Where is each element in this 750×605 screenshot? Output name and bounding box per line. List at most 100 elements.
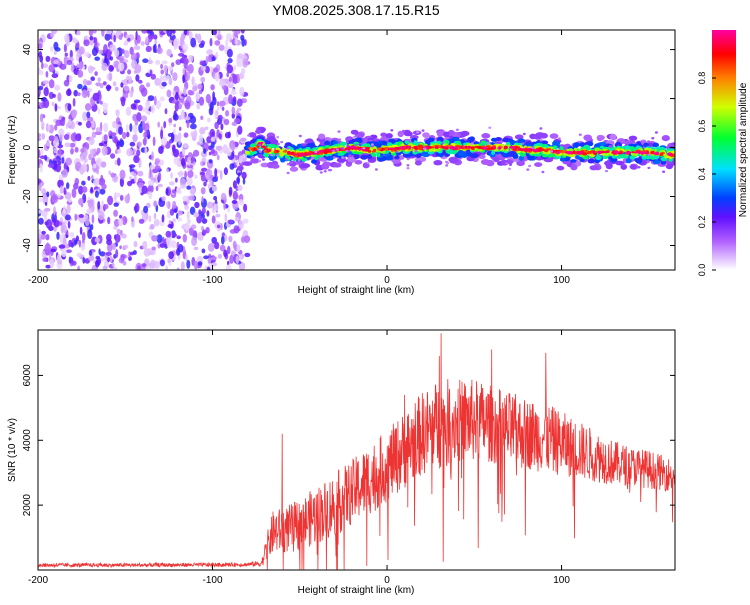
signal-cell xyxy=(310,154,317,157)
signal-halo-dot xyxy=(371,145,375,148)
noise-blob xyxy=(170,172,174,179)
noise-blob xyxy=(133,148,136,153)
noise-blob xyxy=(201,167,208,172)
noise-blob xyxy=(205,93,211,104)
signal-halo-dot xyxy=(406,167,410,170)
noise-blob xyxy=(183,30,188,36)
noise-blob xyxy=(53,50,57,56)
signal-halo-dot xyxy=(298,134,302,138)
signal-cell xyxy=(414,153,422,159)
signal-cell xyxy=(464,145,468,149)
noise-blob xyxy=(177,243,184,253)
signal-halo-dot xyxy=(341,156,345,159)
signal-halo-dot xyxy=(414,149,418,153)
signal-cell xyxy=(286,151,292,155)
noise-blob xyxy=(46,191,50,197)
signal-cell xyxy=(570,159,577,164)
noise-blob xyxy=(118,126,123,135)
noise-blob xyxy=(201,226,204,231)
noise-blob xyxy=(180,109,185,120)
noise-blob xyxy=(176,267,180,270)
noise-blob xyxy=(190,224,197,230)
signal-cell xyxy=(604,160,612,166)
noise-blob xyxy=(208,151,212,156)
noise-blob xyxy=(41,61,44,70)
signal-cell xyxy=(432,145,435,148)
noise-blob xyxy=(138,79,143,84)
noise-blob xyxy=(237,220,244,230)
signal-halo-dot xyxy=(539,127,543,130)
signal-cell xyxy=(404,140,410,144)
noise-blob xyxy=(223,249,228,258)
noise-blob xyxy=(216,101,220,107)
signal-halo-dot xyxy=(406,157,410,161)
signal-cell xyxy=(497,146,502,150)
noise-blob xyxy=(78,214,84,218)
noise-blob xyxy=(68,75,73,83)
noise-blob xyxy=(112,81,117,87)
noise-blob xyxy=(43,63,49,68)
noise-blob xyxy=(94,37,98,47)
signal-halo-dot xyxy=(522,132,526,136)
signal-cell xyxy=(528,148,534,152)
signal-halo-dot xyxy=(286,171,290,175)
noise-blob xyxy=(99,188,106,195)
noise-blob xyxy=(203,255,210,260)
noise-blob xyxy=(113,218,120,227)
noise-blob xyxy=(38,51,43,59)
noise-blob xyxy=(84,158,88,163)
signal-cell xyxy=(403,131,413,137)
noise-blob xyxy=(146,202,151,209)
noise-blob xyxy=(180,178,186,186)
noise-blob xyxy=(38,149,41,159)
noise-blob xyxy=(209,128,216,139)
noise-blob xyxy=(220,192,227,201)
noise-blob xyxy=(148,191,153,200)
noise-blob xyxy=(213,196,218,201)
signal-cell xyxy=(576,151,580,155)
noise-blob xyxy=(184,170,188,179)
noise-blob xyxy=(169,208,175,216)
signal-cell xyxy=(583,134,592,141)
signal-cell xyxy=(292,153,296,156)
noise-blob xyxy=(97,201,101,210)
signal-cell xyxy=(630,146,635,150)
noise-blob xyxy=(206,201,214,209)
noise-blob xyxy=(118,61,125,72)
noise-blob xyxy=(63,79,70,87)
noise-blob xyxy=(190,37,197,48)
noise-blob xyxy=(38,197,42,203)
noise-blob xyxy=(236,60,244,68)
noise-blob xyxy=(123,50,130,59)
noise-blob xyxy=(182,195,188,202)
signal-halo-dot xyxy=(508,167,511,170)
signal-cell xyxy=(389,147,394,150)
signal-halo-dot xyxy=(276,136,280,139)
noise-blob xyxy=(155,100,162,109)
noise-blob xyxy=(154,39,158,45)
noise-blob xyxy=(190,123,197,130)
x-tick-label: 100 xyxy=(553,275,570,286)
signal-halo-dot xyxy=(341,147,345,150)
signal-cell xyxy=(579,142,586,147)
noise-blob xyxy=(173,123,177,128)
heatmap-x-label: Height of straight line (km) xyxy=(298,285,415,296)
noise-blob xyxy=(141,263,147,268)
noise-blob xyxy=(65,249,72,253)
noise-blob xyxy=(51,193,59,204)
noise-blob xyxy=(41,230,46,235)
noise-blob xyxy=(78,61,83,71)
noise-blob xyxy=(120,253,126,259)
noise-blob xyxy=(195,92,201,102)
noise-blob xyxy=(71,188,77,199)
signal-cell xyxy=(559,146,564,150)
noise-blob xyxy=(210,136,216,142)
noise-blob xyxy=(95,260,100,268)
noise-blob xyxy=(227,260,230,266)
noise-blob xyxy=(189,115,197,124)
noise-blob xyxy=(88,136,95,146)
signal-cell xyxy=(275,149,279,152)
signal-cell xyxy=(386,155,394,161)
signal-cell xyxy=(250,158,260,164)
noise-blob xyxy=(217,253,223,259)
